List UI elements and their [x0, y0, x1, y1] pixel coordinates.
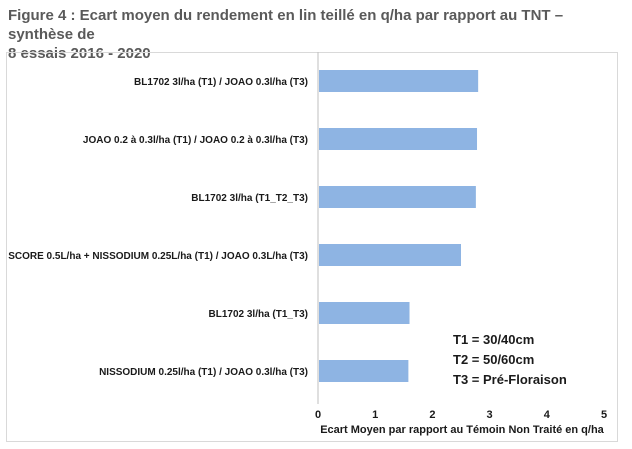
x-axis-label: Ecart Moyen par rapport au Témoin Non Tr… — [320, 424, 604, 436]
bar-6 — [319, 360, 409, 382]
x-tick-label-1: 1 — [372, 409, 378, 421]
category-label-1: BL1702 3l/ha (T1) / JOAO 0.3l/ha (T3) — [134, 77, 308, 88]
x-tick-label-5: 5 — [601, 409, 607, 421]
legend-note-t2: T2 = 50/60cm — [453, 352, 535, 367]
x-tick-label-3: 3 — [487, 409, 493, 421]
x-tick-label-4: 4 — [544, 409, 551, 421]
bar-3 — [319, 186, 476, 208]
chart-title-line-1: Figure 4 : Ecart moyen du rendement en l… — [8, 7, 564, 43]
bar-2 — [319, 128, 478, 150]
category-label-4: SCORE 0.5L/ha + NISSODIUM 0.25L/ha (T1) … — [8, 251, 308, 262]
category-label-5: BL1702 3l/ha (T1_T3) — [209, 309, 308, 320]
x-tick-label-0: 0 — [315, 409, 321, 421]
x-tick-label-2: 2 — [429, 409, 435, 421]
category-label-2: JOAO 0.2 à 0.3l/ha (T1) / JOAO 0.2 à 0.3… — [83, 135, 308, 146]
treatment-timing-legend: T1 = 30/40cm T2 = 50/60cm T3 = Pré-Flora… — [453, 330, 567, 390]
chart-title-line-2: 8 essais 2016 - 2020 — [8, 45, 151, 62]
bar-5 — [319, 302, 410, 324]
bar-4 — [319, 244, 461, 266]
legend-note-t3: T3 = Pré-Floraison — [453, 372, 567, 387]
category-label-3: BL1702 3l/ha (T1_T2_T3) — [191, 193, 308, 204]
bar-1 — [319, 70, 479, 92]
chart-panel — [6, 52, 618, 442]
legend-note-t1: T1 = 30/40cm — [453, 332, 535, 347]
category-label-6: NISSODIUM 0.25l/ha (T1) / JOAO 0.3l/ha (… — [99, 367, 308, 378]
chart-title: Figure 4 : Ecart moyen du rendement en l… — [8, 6, 624, 63]
